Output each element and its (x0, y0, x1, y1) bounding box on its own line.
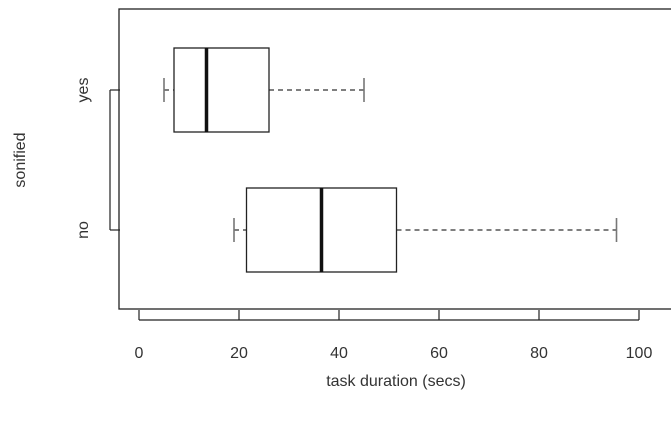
y-tick-label: no (75, 221, 92, 239)
x-axis-label: task duration (secs) (326, 373, 466, 390)
plot-frame (118, 8, 671, 310)
y-tick-label: yes (75, 78, 92, 103)
x-tick-label: 100 (626, 345, 653, 362)
x-tick-label: 80 (530, 345, 548, 362)
box-no (233, 187, 618, 273)
x-tick-label: 40 (330, 345, 348, 362)
box-iqr (173, 47, 270, 133)
x-axis: 0 20 40 60 80 100 (135, 310, 653, 362)
x-tick-label: 60 (430, 345, 448, 362)
x-tick-label: 20 (230, 345, 248, 362)
y-axis-label: sonified (12, 132, 29, 187)
boxes (163, 47, 618, 273)
box-yes (163, 47, 365, 133)
x-tick-label: 0 (135, 345, 144, 362)
y-axis: no yes (75, 78, 120, 239)
